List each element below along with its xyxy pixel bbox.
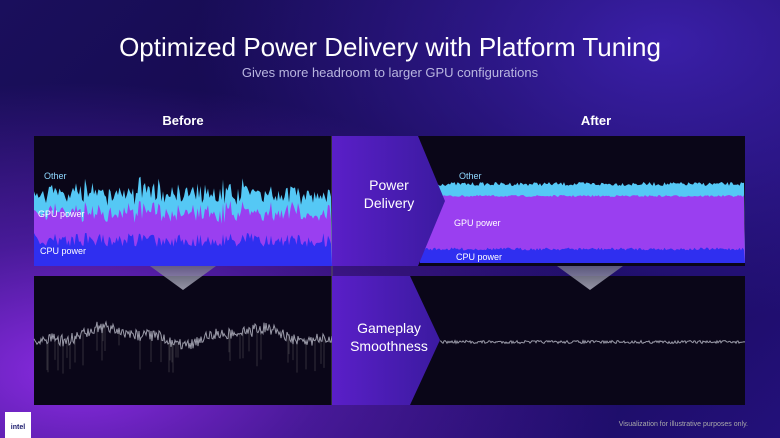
gpu-area <box>420 195 745 263</box>
subtitle: Gives more headroom to larger GPU config… <box>241 65 539 80</box>
arrow-shape <box>332 136 445 266</box>
before-heading: Before <box>162 113 204 128</box>
before-smooth-panel <box>34 276 332 405</box>
series-label: CPU power <box>40 246 87 256</box>
cpu-area <box>420 247 745 263</box>
series-label: Other <box>44 171 67 181</box>
down-triangle <box>557 266 623 290</box>
stage-label: Gameplay Smoothness <box>350 320 428 354</box>
arrow-shape <box>332 276 440 405</box>
cpu-area <box>34 233 332 266</box>
title: Optimized Power Delivery with Platform T… <box>119 32 661 62</box>
frametime-line <box>33 320 333 350</box>
after-heading: After <box>580 113 612 128</box>
brand: intel <box>10 424 26 431</box>
series-label: GPU power <box>38 209 85 219</box>
down-triangle <box>150 266 216 290</box>
logo-box <box>5 412 31 438</box>
series-label: Other <box>459 171 482 181</box>
stage-label: Power Delivery <box>363 177 415 211</box>
frametime-line <box>439 339 746 345</box>
series-label: CPU power <box>456 252 503 262</box>
footnote: Visualization for illustrative purposes … <box>618 421 748 428</box>
series-label: GPU power <box>454 218 501 228</box>
